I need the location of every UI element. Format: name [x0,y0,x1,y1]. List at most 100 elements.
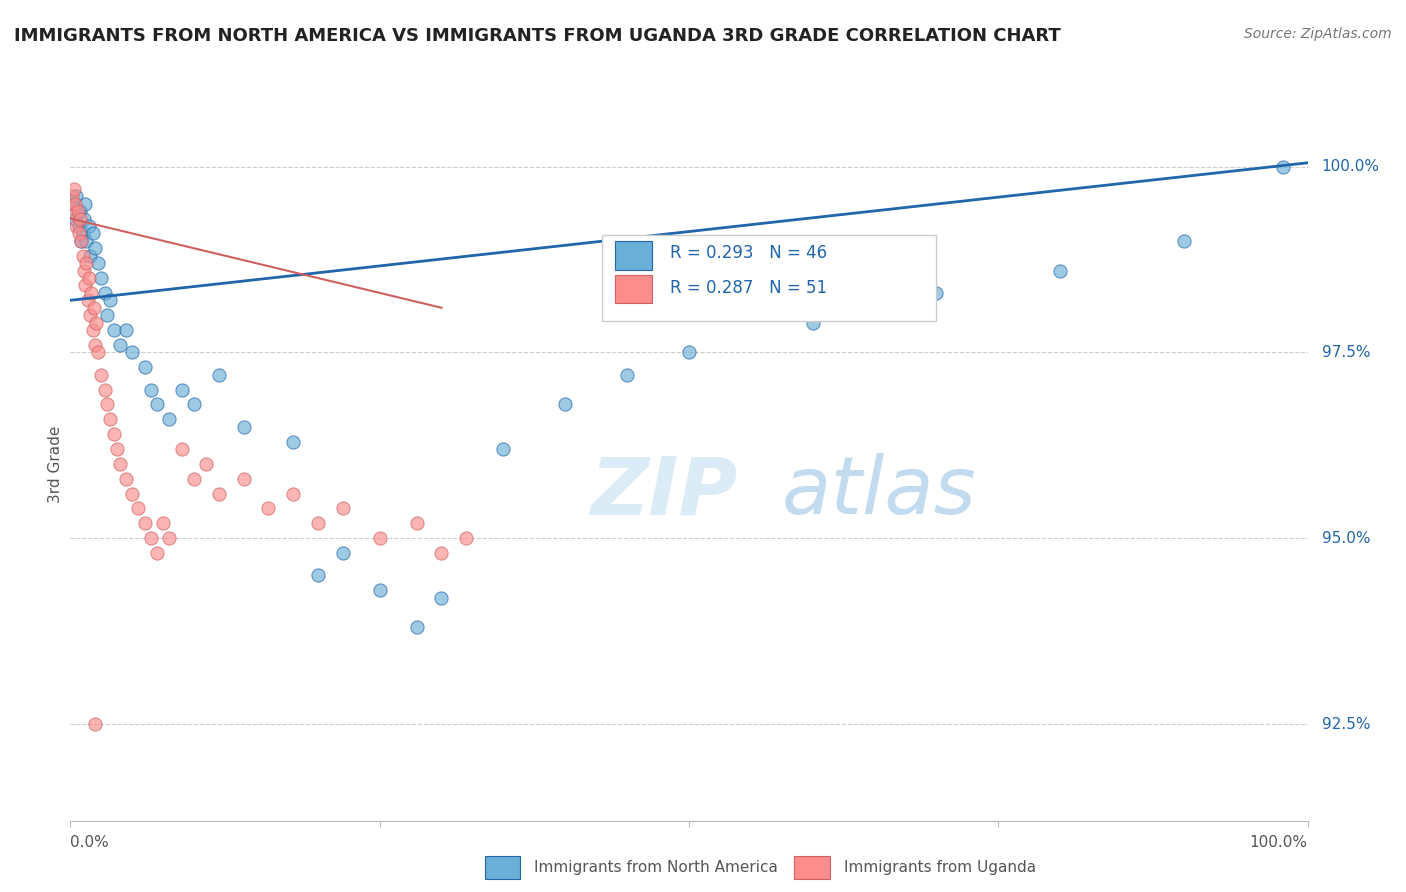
Point [208,368,231,382]
Point [62,204,84,219]
Text: 97.5%: 97.5% [1322,345,1369,359]
Point [69,204,91,219]
Bar [614,241,652,269]
Point [98,412,121,426]
Point [152,516,174,531]
Point [98,293,121,308]
Point [925,285,948,300]
Point [108,457,131,471]
Point [257,501,280,516]
Point [96,397,118,411]
Point [430,546,453,560]
Point [208,486,231,500]
Point [90,368,112,382]
Point [72,249,94,263]
Point [232,419,254,434]
Text: IMMIGRANTS FROM NORTH AMERICA VS IMMIGRANTS FROM UGANDA 3RD GRADE CORRELATION CH: IMMIGRANTS FROM NORTH AMERICA VS IMMIGRA… [14,27,1060,45]
Point [616,368,638,382]
Point [281,486,304,500]
Point [72,227,94,241]
Point [554,397,576,411]
Point [94,383,117,397]
Point [492,442,515,456]
Text: ZIP: ZIP [591,453,737,532]
Point [83,301,105,315]
Point [368,583,391,598]
Point [65,211,87,226]
Point [94,285,117,300]
Point [139,383,162,397]
Point [84,717,107,731]
Point [63,182,86,196]
Point [82,227,104,241]
Text: 92.5%: 92.5% [1322,716,1369,731]
Point [84,338,107,352]
Point [105,442,128,456]
Point [67,219,90,233]
Point [146,546,169,560]
Point [121,345,143,359]
Point [65,219,87,233]
Point [75,234,97,248]
Point [77,271,100,285]
Point [307,568,329,582]
Point [103,427,125,442]
Text: R = 0.293   N = 46: R = 0.293 N = 46 [671,244,828,262]
Point [1049,263,1071,277]
Point [146,397,169,411]
Point [67,227,90,241]
Point [332,501,354,516]
Point [801,316,824,330]
Point [456,531,478,545]
Point [115,323,138,337]
Point [65,196,87,211]
Point [90,271,112,285]
Point [65,189,87,203]
Point [170,383,193,397]
Point [82,323,104,337]
Point [73,263,96,277]
Point [183,397,205,411]
Point [1173,234,1195,248]
Point [430,591,453,605]
Point [80,285,103,300]
Point [75,196,97,211]
Point [86,345,108,359]
Text: atlas: atlas [782,453,977,532]
Point [157,531,180,545]
Point [75,256,97,270]
Text: R = 0.287   N = 51: R = 0.287 N = 51 [671,278,828,296]
Point [103,323,125,337]
Point [157,412,180,426]
FancyBboxPatch shape [602,235,936,321]
Text: 0.0%: 0.0% [70,836,110,850]
Point [281,434,304,449]
Point [77,219,100,233]
Point [139,531,162,545]
Point [332,546,354,560]
Point [84,316,107,330]
Text: Immigrants from Uganda: Immigrants from Uganda [844,860,1036,874]
Point [76,293,98,308]
Point [170,442,193,456]
Point [70,234,93,248]
Point [134,516,156,531]
Point [405,620,427,634]
Point [75,278,97,293]
Point [79,249,101,263]
Point [183,472,205,486]
Y-axis label: 3rd Grade: 3rd Grade [48,425,63,502]
Point [96,308,118,322]
Text: 100.0%: 100.0% [1250,836,1308,850]
Point [115,472,138,486]
Point [66,204,89,219]
Point [307,516,329,531]
Point [405,516,427,531]
Text: 95.0%: 95.0% [1322,531,1369,546]
Point [62,196,84,211]
Bar [614,275,652,303]
Point [73,211,96,226]
Point [70,234,93,248]
Text: Immigrants from North America: Immigrants from North America [534,860,778,874]
Point [134,360,156,375]
